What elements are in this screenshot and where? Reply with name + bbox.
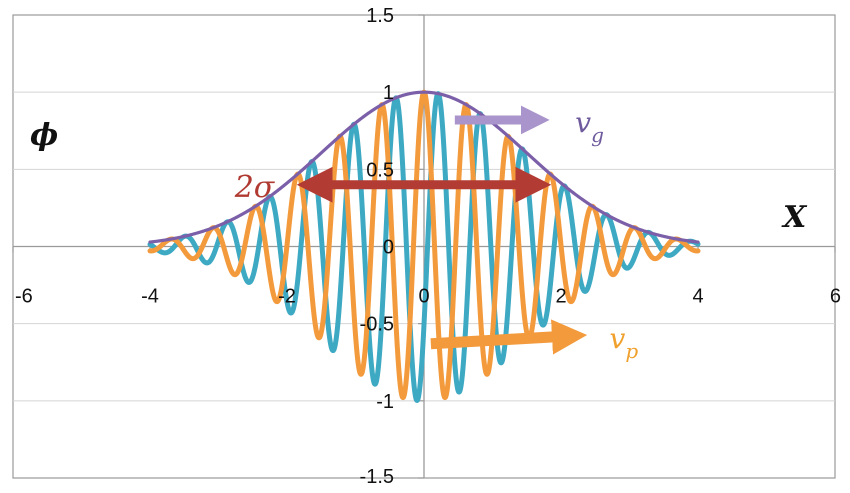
- phase-velocity-subscript: p: [625, 339, 638, 363]
- group-velocity-subscript: g: [591, 123, 604, 147]
- x-tick-label: 6: [830, 286, 841, 308]
- width-label: 2σ: [234, 170, 276, 205]
- y-tick-label: -1.5: [360, 466, 394, 488]
- x-axis-label: X: [781, 200, 808, 235]
- y-tick-label: -0.5: [360, 314, 394, 336]
- y-tick-label: -1: [376, 391, 394, 413]
- phase-velocity-arrow: [430, 319, 588, 355]
- series-envelope: [148, 90, 700, 244]
- y-tick-label: 0.5: [366, 159, 394, 181]
- series-group: [147, 89, 701, 403]
- tick-labels: -6 -4 -2 0 2 4 6 1.5 1 0.5 0 -0.5 -1 -1.5: [15, 5, 841, 488]
- x-tick-label: 2: [555, 286, 566, 308]
- y-axis-label: ϕ: [30, 118, 58, 153]
- x-tick-label: -2: [278, 286, 296, 308]
- y-tick-label: 1.5: [366, 5, 394, 27]
- y-tick-label: 1: [383, 82, 394, 104]
- x-tick-label: -4: [141, 286, 159, 308]
- x-tick-label: -6: [15, 286, 33, 308]
- x-tick-label: 0: [418, 286, 429, 308]
- y-tick-label: 0: [383, 237, 394, 259]
- x-tick-label: 4: [692, 286, 703, 308]
